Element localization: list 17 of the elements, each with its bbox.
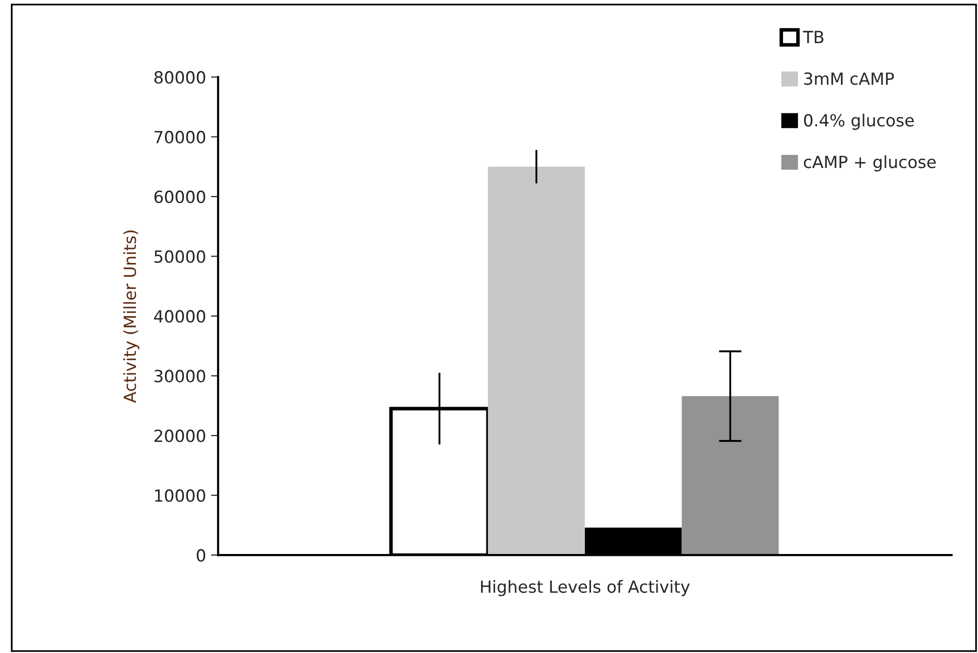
legend-label: 3mM cAMP (804, 72, 894, 85)
y-tick-label: 60000 (154, 190, 206, 204)
legend-label: TB (802, 30, 824, 44)
legend-label: 0.4% glucose (804, 114, 914, 130)
legend-label: cAMP + glucose (804, 155, 936, 172)
y-tick-label: 20000 (154, 430, 206, 442)
x-tick-label: Highest Levels of Activity (481, 580, 690, 596)
bar (488, 166, 585, 556)
y-tick-label: 70000 (154, 130, 206, 144)
y-tick-label: 50000 (154, 250, 206, 263)
y-tick-label: 0 (196, 549, 206, 562)
y-tick-label: 40000 (154, 310, 206, 323)
y-tick-label: 30000 (154, 370, 206, 382)
y-tick-label: 80000 (154, 71, 206, 84)
y-tick-label: 10000 (155, 489, 206, 502)
y-axis-title: Activity (Miller Units) (123, 230, 140, 403)
bar (682, 396, 779, 556)
